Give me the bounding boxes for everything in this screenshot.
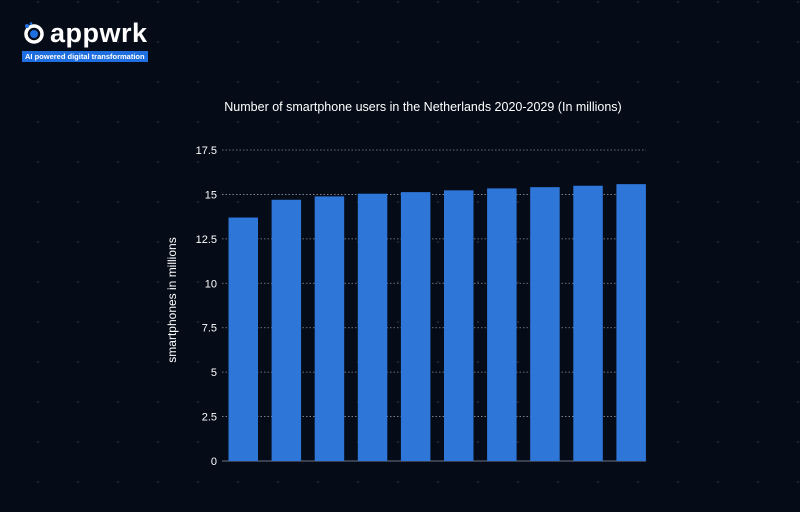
y-tick-label: 17.5 — [196, 145, 217, 157]
bar — [573, 185, 603, 461]
bar — [228, 217, 258, 461]
logo-icon — [24, 22, 44, 44]
y-tick-label: 5 — [211, 367, 217, 379]
y-axis-label: smartphones in millions — [165, 237, 179, 362]
bar — [271, 199, 302, 461]
bar — [616, 184, 646, 461]
bar — [357, 193, 388, 461]
logo-tagline: AI powered digital transformation — [22, 51, 148, 62]
bar — [487, 188, 517, 461]
bar — [314, 196, 345, 461]
y-tick-label: 0 — [211, 456, 217, 468]
y-tick-label: 15 — [205, 189, 217, 201]
logo-wordmark: appwrk — [50, 18, 148, 48]
y-tick-label: 2.5 — [202, 412, 217, 424]
y-tick-label: 7.5 — [202, 323, 217, 335]
bar — [530, 187, 560, 462]
y-tick-label: 10 — [205, 278, 217, 290]
bar — [444, 190, 474, 462]
y-tick-label: 12.5 — [196, 234, 217, 246]
logo: appwrk AI powered digital transformation — [22, 20, 148, 64]
chart-title: Number of smartphone users in the Nether… — [224, 100, 621, 114]
bar — [400, 192, 431, 461]
